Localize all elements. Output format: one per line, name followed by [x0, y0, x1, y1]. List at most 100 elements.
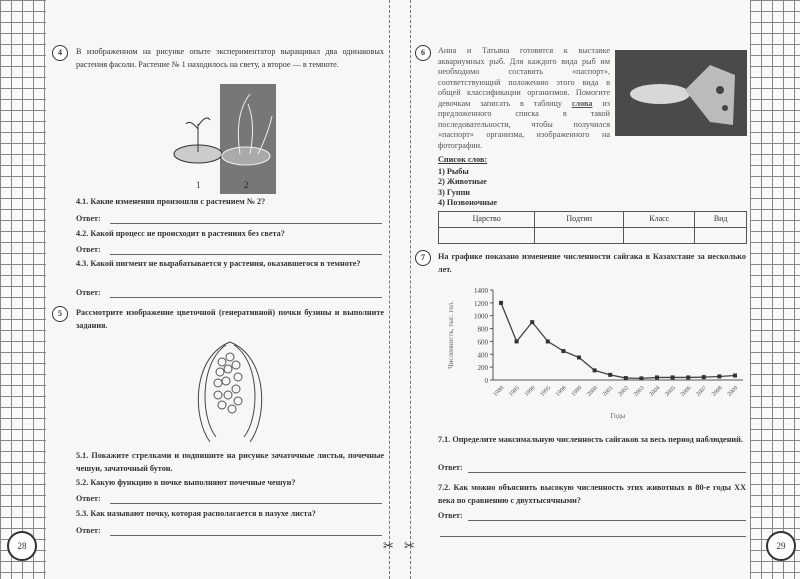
answer-field-4-3[interactable] [110, 297, 382, 298]
answer-field-7-2[interactable] [468, 520, 746, 521]
x-tick-label: 2000 [586, 385, 599, 398]
y-tick-label: 1400 [474, 287, 489, 295]
list-item: 4) Позвоночные [438, 198, 498, 207]
list-item: 1) Рыбы [438, 166, 469, 176]
question-7-2: 7.2. Как можно объяснить высокую численн… [438, 483, 746, 505]
answer-label: Ответ: [76, 245, 101, 254]
x-tick-label: 2005 [664, 385, 677, 398]
y-tick-label: 1200 [474, 300, 489, 308]
answer-label: Ответ: [76, 494, 101, 503]
guppy-photo [615, 50, 747, 136]
x-tick-label: 2009 [727, 385, 740, 398]
page-number: 28 [7, 531, 37, 561]
figure-label: 1 [196, 180, 201, 190]
answer-label: Ответ: [76, 214, 101, 223]
answer-field-7-1[interactable] [468, 472, 746, 473]
data-point [514, 339, 519, 344]
table-cell-input[interactable] [694, 226, 747, 244]
data-point [686, 375, 691, 380]
question-4-3: 4.3. Какой пигмент не вырабатывается у р… [76, 259, 361, 268]
data-point [670, 375, 675, 380]
task-number: 7 [415, 250, 431, 266]
x-axis-label: Годы [611, 412, 626, 420]
answer-label: Ответ: [438, 463, 463, 472]
data-point [577, 355, 581, 360]
y-tick-label: 800 [478, 326, 489, 334]
data-point [499, 300, 503, 305]
answer-field-5-2[interactable] [110, 503, 382, 504]
task-text: Рассмотрите изображение цветочной (генер… [76, 308, 384, 330]
x-tick-label: 2008 [711, 385, 724, 398]
word-list: 1) Рыбы 2) Животные 3) Гуппи 4) Позвоноч… [438, 167, 610, 209]
cut-line-left [389, 0, 390, 579]
classification-table: Царство Подтип Класс Вид [437, 210, 747, 244]
task-number: 5 [52, 306, 68, 322]
task-text: Анна и Татьяна готовятся к выставке аква… [438, 46, 610, 150]
answer-label: Ответ: [438, 511, 463, 520]
x-tick-label: 2006 [680, 385, 693, 398]
series-line [500, 302, 736, 380]
data-point [717, 374, 722, 379]
question-7-1: 7.1. Определите максимальную численность… [438, 435, 743, 444]
task-6-block: Анна и Татьяна готовятся к выставке аква… [437, 46, 747, 244]
x-tick-label: 2004 [649, 385, 662, 398]
y-tick-label: 1000 [474, 313, 489, 321]
page-number: 29 [766, 531, 796, 561]
question-5-1: 5.1. Покажите стрелками и подпишите на р… [76, 451, 384, 473]
data-point [561, 349, 566, 354]
table-header: Царство [437, 210, 536, 228]
answer-field-7-2-extra[interactable] [440, 536, 746, 537]
figure-label: 2 [244, 180, 249, 190]
scissors-icon: ✂ [404, 538, 415, 553]
x-tick-label: 1985 [508, 385, 521, 398]
task-number: 4 [52, 45, 68, 61]
answer-label: Ответ: [76, 526, 101, 535]
answer-field-4-1[interactable] [110, 223, 382, 224]
data-point [623, 376, 628, 381]
x-tick-label: 2001 [602, 385, 615, 398]
data-point [733, 373, 737, 378]
task-text: На графике показано изменение численност… [438, 252, 746, 274]
list-item: 3) Гуппи [438, 187, 471, 197]
data-point [545, 339, 550, 344]
y-tick-label: 400 [478, 351, 489, 359]
grid-margin-right [750, 0, 800, 579]
table-header: Класс [623, 210, 696, 228]
answer-field-5-3[interactable] [110, 535, 382, 536]
data-point [530, 320, 535, 325]
x-tick-label: 2002 [617, 385, 630, 398]
data-point [701, 375, 706, 380]
data-point [608, 372, 613, 377]
x-tick-label: 1980 [493, 385, 506, 398]
scissors-icon: ✂ [383, 538, 394, 553]
y-tick-label: 0 [485, 377, 489, 385]
answer-label: Ответ: [76, 288, 101, 297]
table-cell-input[interactable] [437, 226, 536, 244]
cut-line-right [410, 0, 411, 579]
answer-field-4-2[interactable] [110, 254, 382, 255]
question-4-2: 4.2. Какой процесс не происходит в расте… [76, 229, 285, 238]
table-cell-input[interactable] [623, 226, 696, 244]
y-tick-label: 600 [478, 338, 489, 346]
grid-margin-left [0, 0, 46, 579]
x-tick-label: 1999 [571, 385, 584, 398]
x-tick-label: 2007 [695, 385, 708, 398]
list-item: 2) Животные [438, 177, 487, 186]
data-point [592, 368, 597, 373]
table-header: Вид [694, 210, 747, 228]
bean-experiment-figure: 1 2 [173, 84, 276, 194]
question-4-1: 4.1. Какие изменения произошли с растени… [76, 197, 266, 206]
task-text: В изображенном на рисунке опыте эксперим… [76, 47, 384, 69]
task-number: 6 [415, 45, 431, 61]
x-tick-label: 1998 [555, 385, 568, 398]
elder-bud-figure [197, 341, 263, 443]
y-axis-label: Численность, тыс. гол. [447, 301, 455, 369]
x-tick-label: 1995 [539, 385, 552, 398]
table-cell-input[interactable] [534, 226, 625, 244]
x-tick-label: 2003 [633, 385, 646, 398]
question-5-3: 5.3. Как называют почку, которая распола… [76, 509, 316, 518]
data-point [639, 376, 644, 381]
question-5-2: 5.2. Какую функцию в почке выполняют поч… [76, 478, 296, 487]
y-tick-label: 200 [478, 364, 489, 372]
